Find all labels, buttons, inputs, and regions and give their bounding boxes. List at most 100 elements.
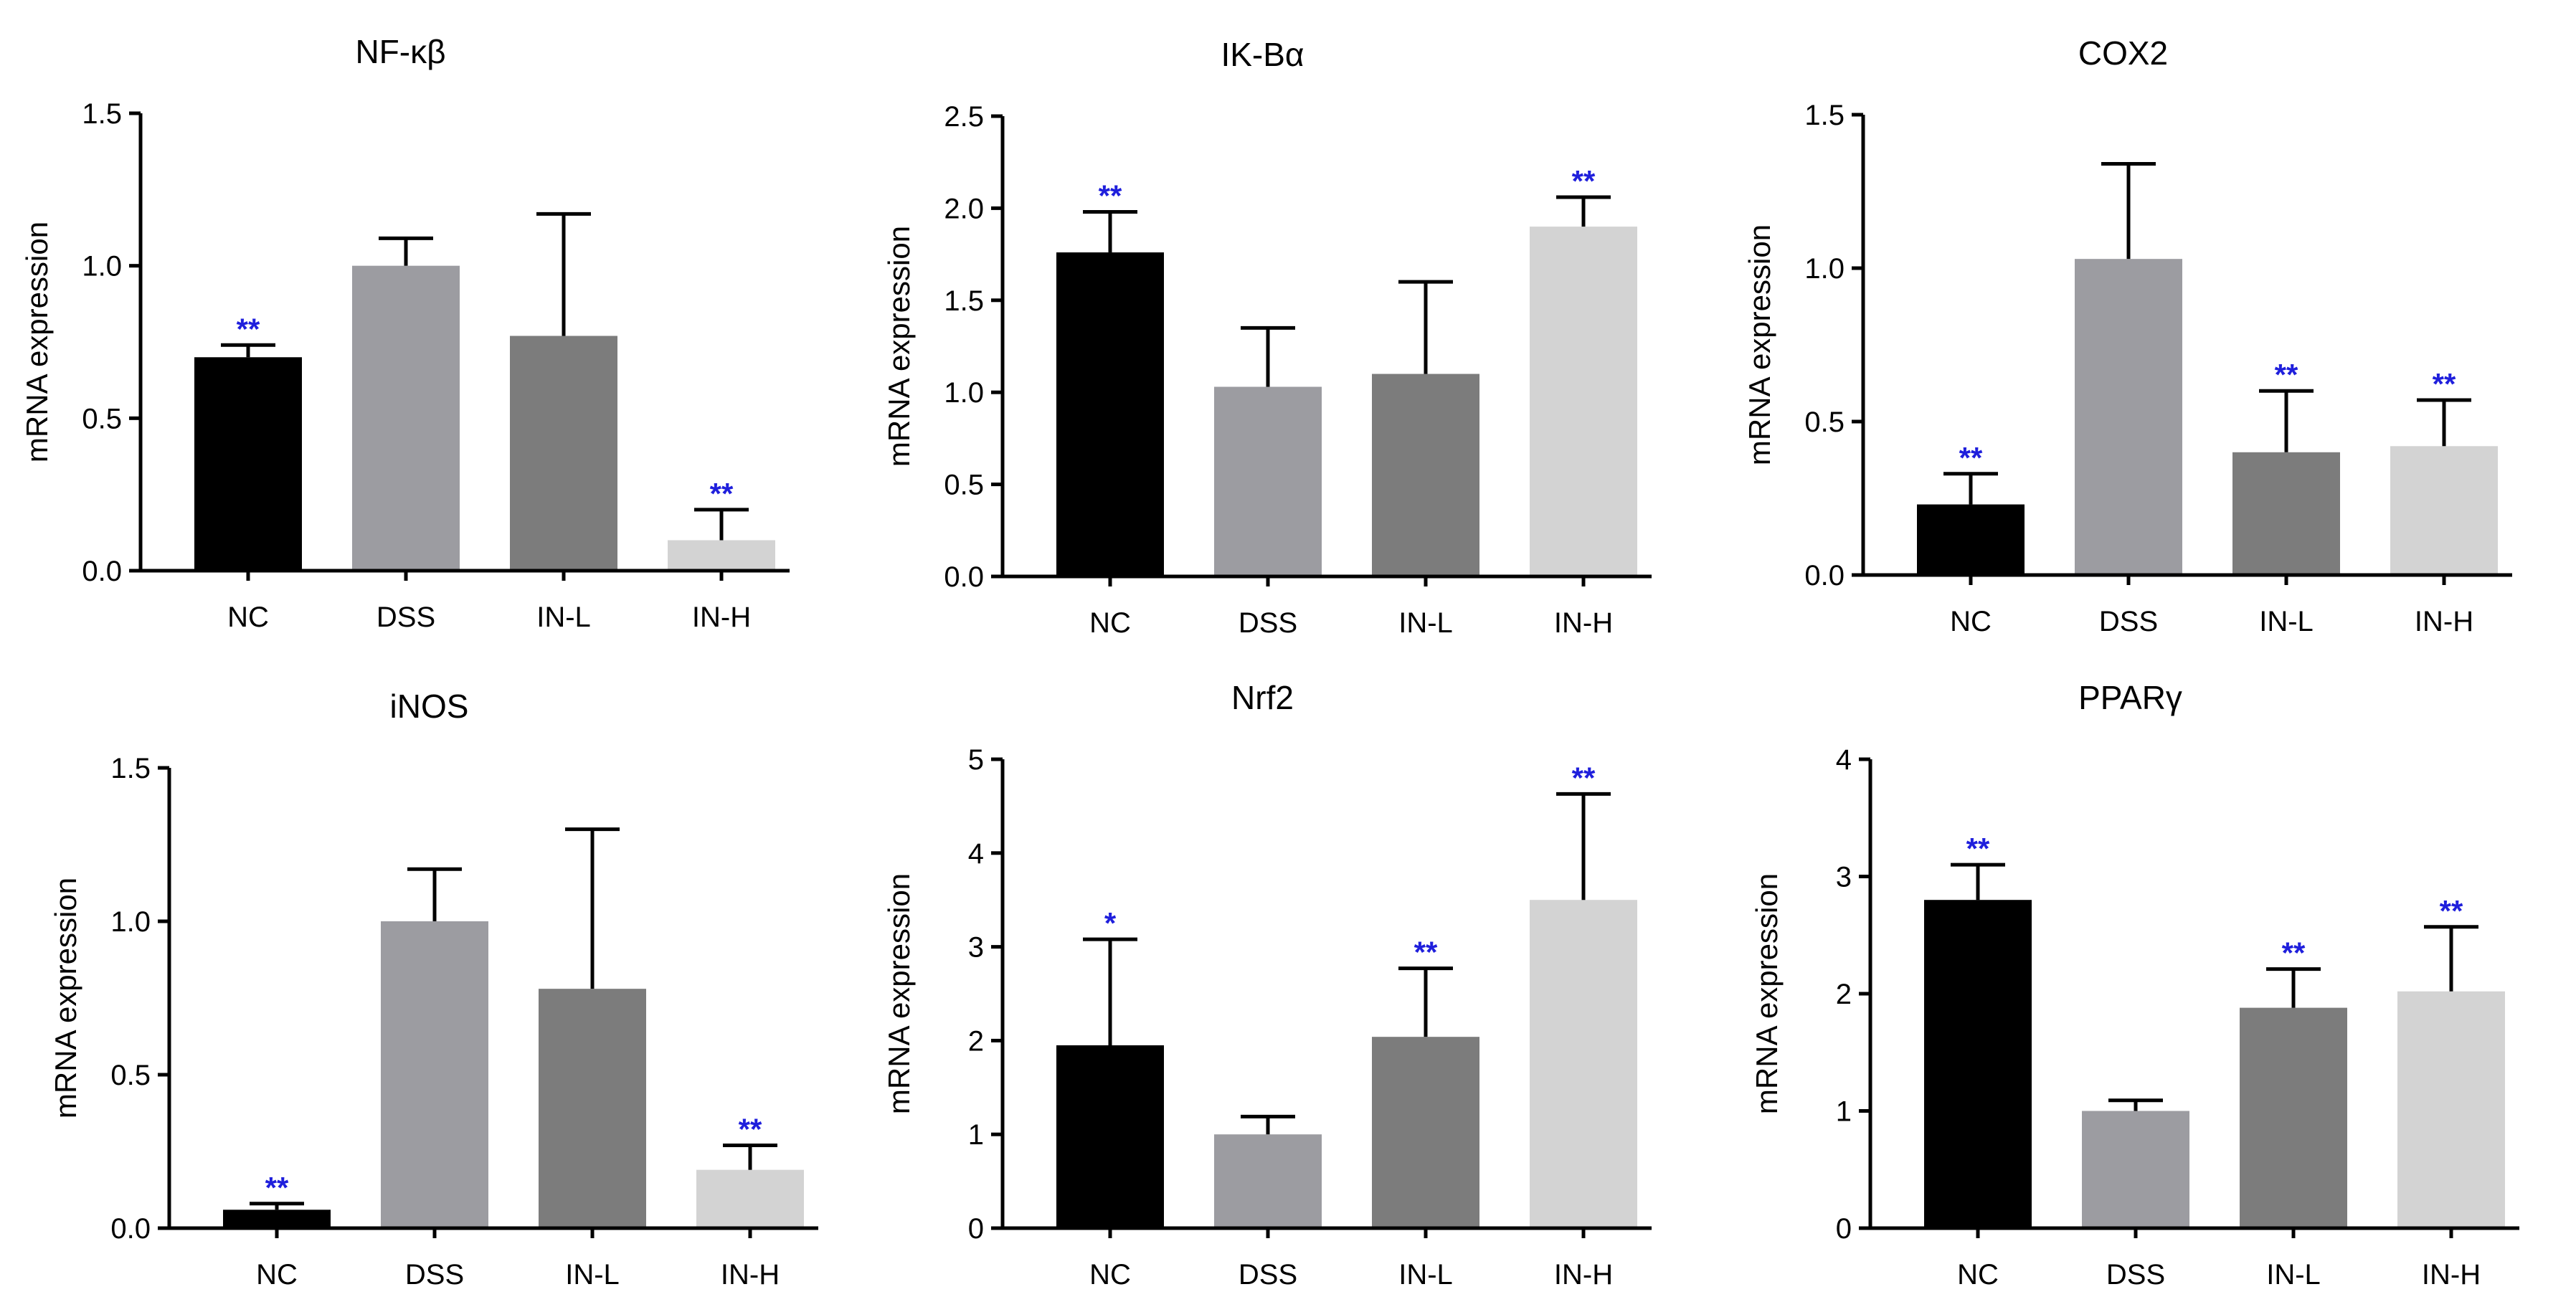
bar-in-h: [696, 1169, 804, 1228]
x-tick-label: IN-H: [1554, 607, 1613, 639]
chart-title: Nrf2: [1231, 679, 1294, 716]
bar-in-l: [539, 989, 646, 1228]
y-tick-label: 1.0: [110, 906, 151, 938]
y-tick-label: 3: [1836, 862, 1852, 893]
x-tick-label: IN-H: [1554, 1259, 1613, 1291]
chart-title: IK-Bα: [1221, 36, 1304, 73]
bar-in-l: [1372, 1037, 1479, 1228]
significance-marker: **: [2433, 367, 2456, 401]
significance-marker: **: [237, 312, 260, 346]
significance-marker: **: [265, 1171, 289, 1204]
significance-marker: **: [739, 1112, 762, 1146]
bar-dss: [381, 921, 488, 1228]
bar-dss: [352, 265, 460, 571]
y-tick-label: 4: [1836, 744, 1852, 776]
bar-dss: [2075, 259, 2182, 575]
bar-nc: [223, 1210, 331, 1228]
significance-marker: **: [1414, 936, 1438, 969]
bar-in-h: [668, 540, 775, 571]
significance-marker: *: [1104, 906, 1117, 940]
bar-in-h: [2397, 991, 2505, 1228]
bar-in-l: [2232, 452, 2340, 575]
y-tick-label: 0: [968, 1213, 984, 1245]
x-tick-label: NC: [1089, 1259, 1131, 1291]
y-tick-label: 0.0: [82, 556, 122, 587]
y-tick-label: 0.0: [944, 561, 984, 593]
y-tick-label: 2: [968, 1025, 984, 1057]
y-tick-label: 0.5: [82, 403, 122, 434]
bar-nc: [1917, 504, 2025, 575]
y-tick-label: 4: [968, 838, 984, 870]
significance-marker: **: [2440, 894, 2463, 928]
x-tick-label: DSS: [2106, 1259, 2165, 1291]
x-tick-label: IN-H: [2415, 606, 2473, 637]
significance-marker: **: [2282, 936, 2306, 970]
x-tick-label: NC: [256, 1259, 298, 1291]
y-tick-label: 1.0: [944, 377, 984, 409]
x-tick-label: DSS: [377, 602, 435, 633]
chart-panel-1: ** NC DSS IN-L ** IN-H 0.0 0.5 1.0 1.5 mRNA expres…: [20, 33, 790, 633]
y-tick-label: 1.5: [110, 753, 151, 784]
bar-nc: [1924, 900, 2032, 1228]
y-axis-label: mRNA expression: [49, 878, 82, 1118]
x-tick-label: DSS: [1239, 607, 1297, 639]
bar-nc: [194, 357, 302, 571]
chart-panel-3: ** NC DSS ** IN-L ** IN-H 0.0 0.5 1.0 1.5 mRNA expr…: [1743, 34, 2512, 637]
y-tick-label: 0.0: [1804, 560, 1845, 591]
y-tick-label: 0.5: [944, 470, 984, 501]
x-tick-label: IN-L: [536, 602, 591, 633]
x-tick-label: IN-H: [2422, 1259, 2481, 1291]
chart-title: NF-κβ: [355, 33, 445, 70]
significance-marker: **: [710, 477, 734, 510]
significance-marker: **: [1572, 761, 1596, 794]
bar-dss: [2082, 1111, 2189, 1228]
bar-in-l: [1372, 374, 1479, 576]
significance-marker: **: [2275, 358, 2298, 391]
y-tick-label: 1: [1836, 1096, 1852, 1128]
bar-in-l: [2240, 1007, 2347, 1228]
y-tick-label: 1: [968, 1119, 984, 1151]
y-tick-label: 1.5: [1804, 100, 1845, 131]
x-tick-label: NC: [1089, 607, 1131, 639]
x-tick-label: DSS: [1239, 1259, 1297, 1291]
significance-marker: **: [1966, 832, 1990, 865]
chart-panel-6: ** NC DSS ** IN-L ** IN-H 0 1 2 3 4 mRNA expression P…: [1750, 679, 2519, 1291]
x-tick-label: NC: [1957, 1259, 1999, 1291]
y-tick-label: 0.5: [110, 1060, 151, 1091]
y-axis-label: mRNA expression: [1750, 873, 1784, 1114]
chart-panel-5: * NC DSS ** IN-L ** IN-H 0 1 2 3 4 5 mRNA expression N…: [882, 679, 1652, 1291]
bar-dss: [1214, 1134, 1322, 1228]
significance-marker: **: [1959, 441, 1983, 475]
y-axis-label: mRNA expression: [882, 873, 916, 1114]
y-tick-label: 0.0: [110, 1213, 151, 1245]
y-tick-label: 1.0: [1804, 253, 1845, 285]
y-tick-label: 5: [968, 744, 984, 776]
x-tick-label: IN-L: [2266, 1259, 2321, 1291]
bar-in-h: [1530, 227, 1637, 576]
y-tick-label: 0.5: [1804, 407, 1845, 438]
significance-marker: **: [1572, 164, 1596, 198]
x-tick-label: NC: [1950, 606, 1992, 637]
x-tick-label: IN-L: [2259, 606, 2314, 637]
x-tick-label: IN-H: [721, 1259, 780, 1291]
x-tick-label: IN-L: [1398, 607, 1453, 639]
x-tick-label: IN-H: [692, 602, 751, 633]
x-tick-label: IN-L: [1398, 1259, 1453, 1291]
x-tick-label: DSS: [405, 1259, 464, 1291]
bar-dss: [1214, 386, 1322, 576]
bar-in-h: [2390, 446, 2498, 575]
x-tick-label: IN-L: [565, 1259, 620, 1291]
chart-title: PPARγ: [2078, 679, 2182, 716]
significance-marker: **: [1099, 179, 1122, 213]
bar-nc: [1056, 1045, 1164, 1228]
bar-nc: [1056, 252, 1164, 576]
chart-panel-4: ** NC DSS IN-L ** IN-H 0.0 0.5 1.0 1.5 mRNA expres…: [49, 688, 818, 1291]
y-tick-label: 1.5: [944, 285, 984, 317]
y-tick-label: 3: [968, 932, 984, 964]
bar-in-h: [1530, 900, 1637, 1228]
y-tick-label: 1.0: [82, 251, 122, 282]
y-tick-label: 2.5: [944, 101, 984, 133]
x-tick-label: NC: [227, 602, 269, 633]
y-axis-label: mRNA expression: [1743, 224, 1776, 465]
